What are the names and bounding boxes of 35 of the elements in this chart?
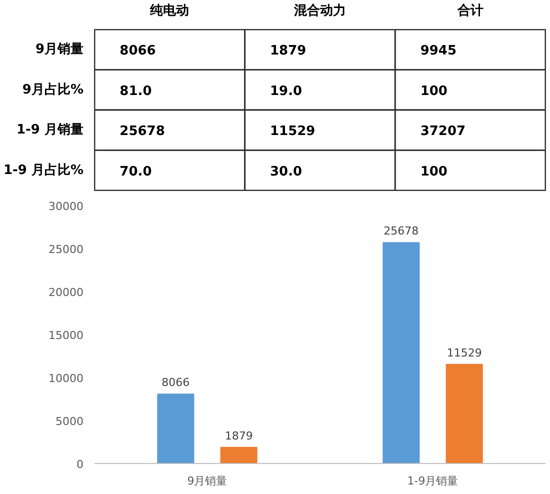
x-tick-label: 1-9月销量 <box>407 474 458 488</box>
bar <box>446 364 483 464</box>
y-tick-label: 5000 <box>56 415 84 428</box>
x-tick-label: 混合动力 <box>293 2 346 18</box>
bar <box>382 242 420 464</box>
bar <box>157 394 194 464</box>
data-label: 1879 <box>224 429 253 442</box>
data-label: 70.0 <box>120 164 152 180</box>
y-tick-label: 1-9 月销量 <box>16 122 84 138</box>
y-tick-label: 20000 <box>48 286 84 299</box>
y-tick-label: 10000 <box>48 372 84 385</box>
data-label: 37207 <box>420 124 466 140</box>
data-label: 1879 <box>270 44 306 59</box>
x-tick-label: 合计 <box>456 2 484 18</box>
data-label: 100 <box>420 84 448 99</box>
y-tick-label: 9月占比% <box>22 82 84 98</box>
data-label: 81.0 <box>120 84 152 99</box>
y-tick-label: 0 <box>76 458 84 471</box>
y-tick-label: 9月销量 <box>35 42 84 58</box>
y-tick-label: 15000 <box>48 329 84 342</box>
data-label: 30.0 <box>270 164 302 180</box>
y-tick-label: 30000 <box>48 200 84 213</box>
data-label: 8066 <box>162 376 190 390</box>
data-label: 11529 <box>270 124 316 140</box>
data-label: 9945 <box>420 44 457 59</box>
data-label: 100 <box>420 164 448 180</box>
data-label: 8066 <box>120 44 156 59</box>
y-tick-label: 1-9 月占比% <box>3 162 84 178</box>
data-label: 25678 <box>384 224 419 238</box>
data-label: 11529 <box>446 346 482 360</box>
x-tick-label: 纯电动 <box>149 4 190 18</box>
data-label: 25678 <box>120 124 165 140</box>
bar <box>220 446 258 464</box>
data-label: 19.0 <box>270 84 302 99</box>
y-tick-label: 25000 <box>48 243 84 256</box>
